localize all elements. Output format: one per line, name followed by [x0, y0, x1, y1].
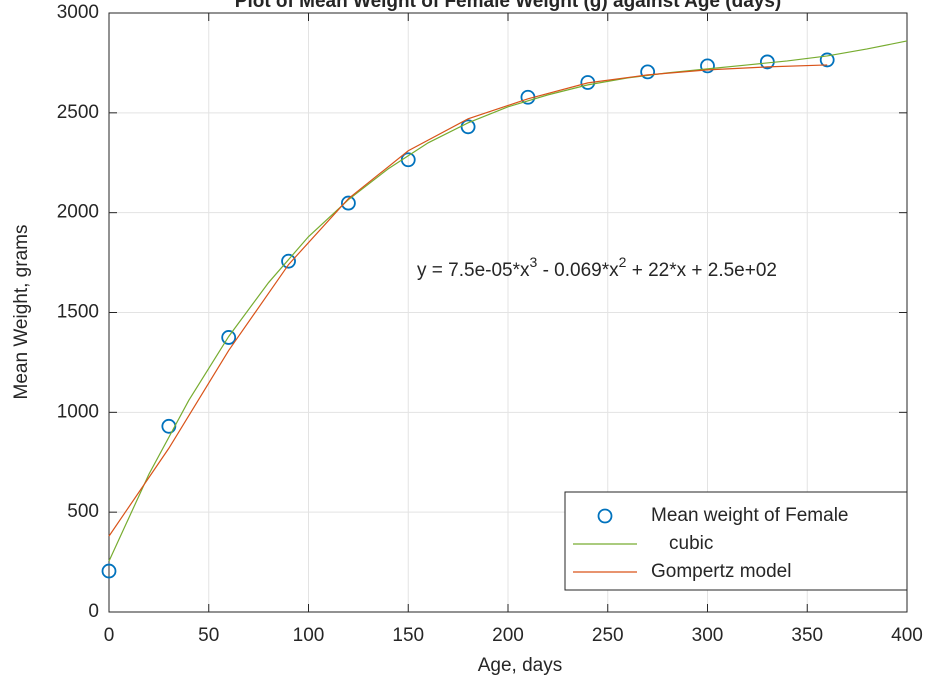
- annotation-part: y = 7.5e-05*x: [417, 260, 530, 281]
- x-tick-label: 100: [293, 625, 325, 646]
- legend-box: [564, 491, 908, 591]
- data-point: [340, 195, 356, 211]
- y-tick-label: 1500: [57, 302, 99, 323]
- y-tick-label: 500: [67, 501, 99, 522]
- y-tick-label: 0: [88, 601, 99, 622]
- data-point: [460, 119, 476, 135]
- annotation-part: 2: [619, 254, 627, 270]
- annotation-part: - 0.069*x: [537, 260, 619, 281]
- x-axis-label: Age, days: [478, 655, 563, 676]
- legend-label: Gompertz model: [651, 561, 791, 582]
- series-line: [108, 64, 828, 537]
- y-axis-label: Mean Weight, grams: [11, 225, 32, 400]
- x-tick-label: 50: [198, 625, 219, 646]
- axes-box: [108, 12, 908, 613]
- x-tick-label: 200: [492, 625, 524, 646]
- chart-title: Plot of Mean Weight of Female Weight (g)…: [235, 0, 781, 12]
- annotation-part: + 22*x + 2.5e+02: [626, 260, 777, 281]
- data-point: [221, 330, 237, 345]
- y-tick-label: 1000: [57, 401, 99, 422]
- data-point: [700, 58, 715, 74]
- series-line: [108, 40, 908, 562]
- annotation: y = 7.5e-05*x3 - 0.069*x2 + 22*x + 2.5e+…: [417, 254, 777, 281]
- x-tick-label: 400: [891, 625, 923, 646]
- legend-label: cubic: [669, 533, 713, 554]
- y-tick-label: 2500: [57, 102, 99, 123]
- y-tick-label: 3000: [57, 2, 99, 23]
- x-tick-label: 250: [592, 625, 624, 646]
- x-tick-label: 150: [392, 625, 424, 646]
- data-point: [819, 52, 835, 68]
- data-point: [640, 64, 656, 80]
- data-point: [101, 563, 117, 579]
- x-tick-label: 0: [104, 625, 115, 646]
- x-tick-label: 350: [791, 625, 823, 646]
- legend-label: Mean weight of Female: [651, 505, 849, 526]
- legend-marker: [597, 508, 613, 524]
- y-tick-label: 2000: [57, 202, 99, 223]
- x-tick-label: 300: [692, 625, 724, 646]
- annotation-part: 3: [530, 254, 538, 270]
- data-point: [281, 253, 296, 269]
